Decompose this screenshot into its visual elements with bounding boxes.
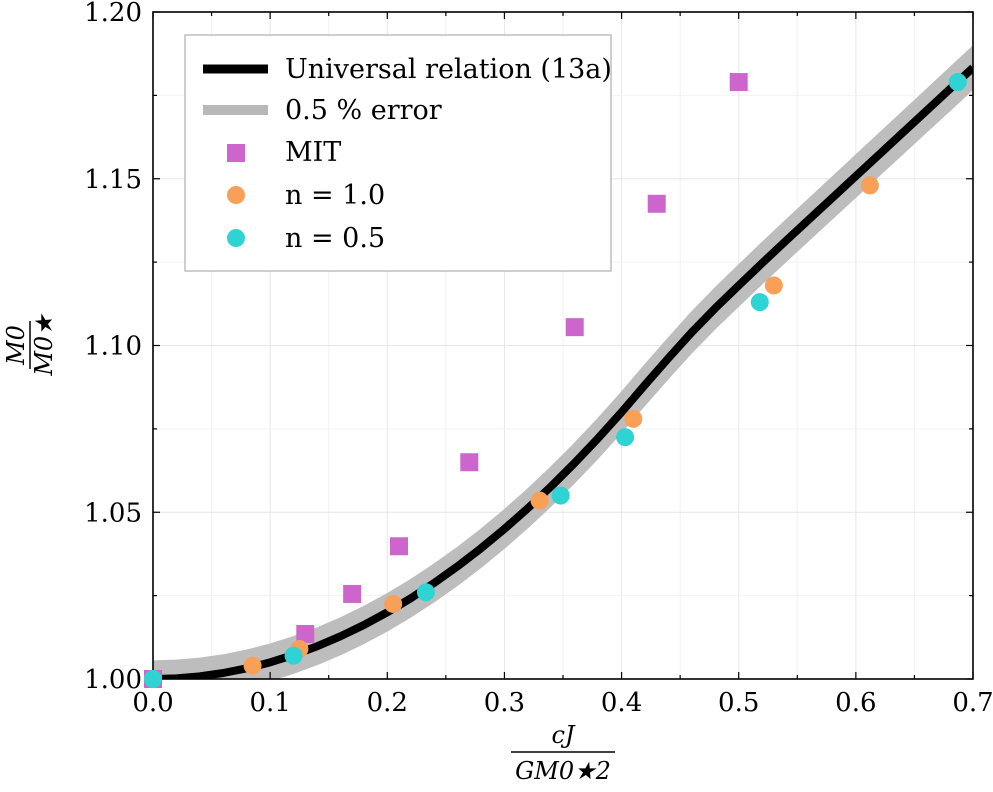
y-axis-label-numerator: M0 [2, 325, 30, 366]
legend-marker-n1 [227, 186, 245, 204]
legend-label-n05: n = 0.5 [285, 223, 385, 254]
data-point-n-1-0 [243, 656, 262, 675]
data-point-n-0-5 [616, 428, 635, 447]
data-point-n-0-5 [144, 670, 162, 688]
data-point-n-1-0 [860, 176, 879, 195]
x-axis-label-denominator: GM0★2 [515, 757, 611, 785]
error-band [153, 45, 973, 679]
legend-marker-n05 [227, 229, 245, 247]
x-tick-label: 0.2 [367, 688, 408, 718]
x-axis-label-numerator: cJ [551, 721, 575, 749]
data-point-mit [343, 584, 362, 603]
data-point-mit [460, 453, 479, 472]
data-point-mit [565, 318, 584, 337]
data-point-n-0-5 [750, 293, 769, 312]
x-tick-label: 0.1 [249, 688, 290, 718]
y-tick-label: 1.20 [84, 0, 142, 28]
plot-frame [152, 11, 974, 680]
error-band-layer [153, 45, 973, 679]
data-point-n-1-0 [384, 594, 403, 613]
data-point-n-1-0 [764, 276, 783, 295]
x-tick-label: 0.4 [601, 688, 642, 718]
legend-label-error: 0.5 % error [285, 95, 442, 126]
data-point-mit [647, 194, 666, 213]
legend-marker-mit [227, 144, 245, 162]
y-tick-label: 1.05 [84, 498, 142, 528]
data-point-mit [296, 624, 315, 643]
data-point-mit [729, 73, 748, 92]
data-point-n-0-5 [416, 583, 435, 602]
data-points-layer [144, 73, 967, 688]
legend: Universal relation (13a) 0.5 % error MIT… [184, 34, 612, 272]
y-tick-label: 1.00 [84, 665, 142, 695]
x-tick-label: 0.5 [718, 688, 759, 718]
x-axis-label: cJ GM0★2 [511, 721, 615, 785]
x-tick-label: 0.3 [484, 688, 525, 718]
data-point-n-1-0 [624, 409, 643, 428]
y-axis-label: M0 M0★ [2, 313, 58, 377]
legend-label-universal: Universal relation (13a) [285, 54, 612, 85]
y-tick-label: 1.10 [84, 332, 142, 362]
data-point-n-0-5 [284, 646, 303, 665]
data-point-n-0-5 [948, 73, 967, 92]
legend-box [184, 34, 612, 272]
tick-labels: 0.0 0.1 0.2 0.3 0.4 0.5 0.6 0.7 1.00 1.05 1.10 1.15… [84, 0, 993, 718]
x-tick-label: 0.6 [835, 688, 876, 718]
y-tick-label: 1.15 [84, 165, 142, 195]
x-tick-label: 0.0 [132, 688, 173, 718]
data-point-n-0-5 [551, 486, 570, 505]
legend-label-n1: n = 1.0 [285, 180, 385, 211]
data-point-mit [390, 537, 408, 556]
legend-label-mit: MIT [285, 137, 341, 168]
x-tick-label: 0.7 [952, 688, 993, 718]
y-axis-label-denominator: M0★ [30, 313, 58, 377]
data-point-n-1-0 [530, 491, 549, 510]
